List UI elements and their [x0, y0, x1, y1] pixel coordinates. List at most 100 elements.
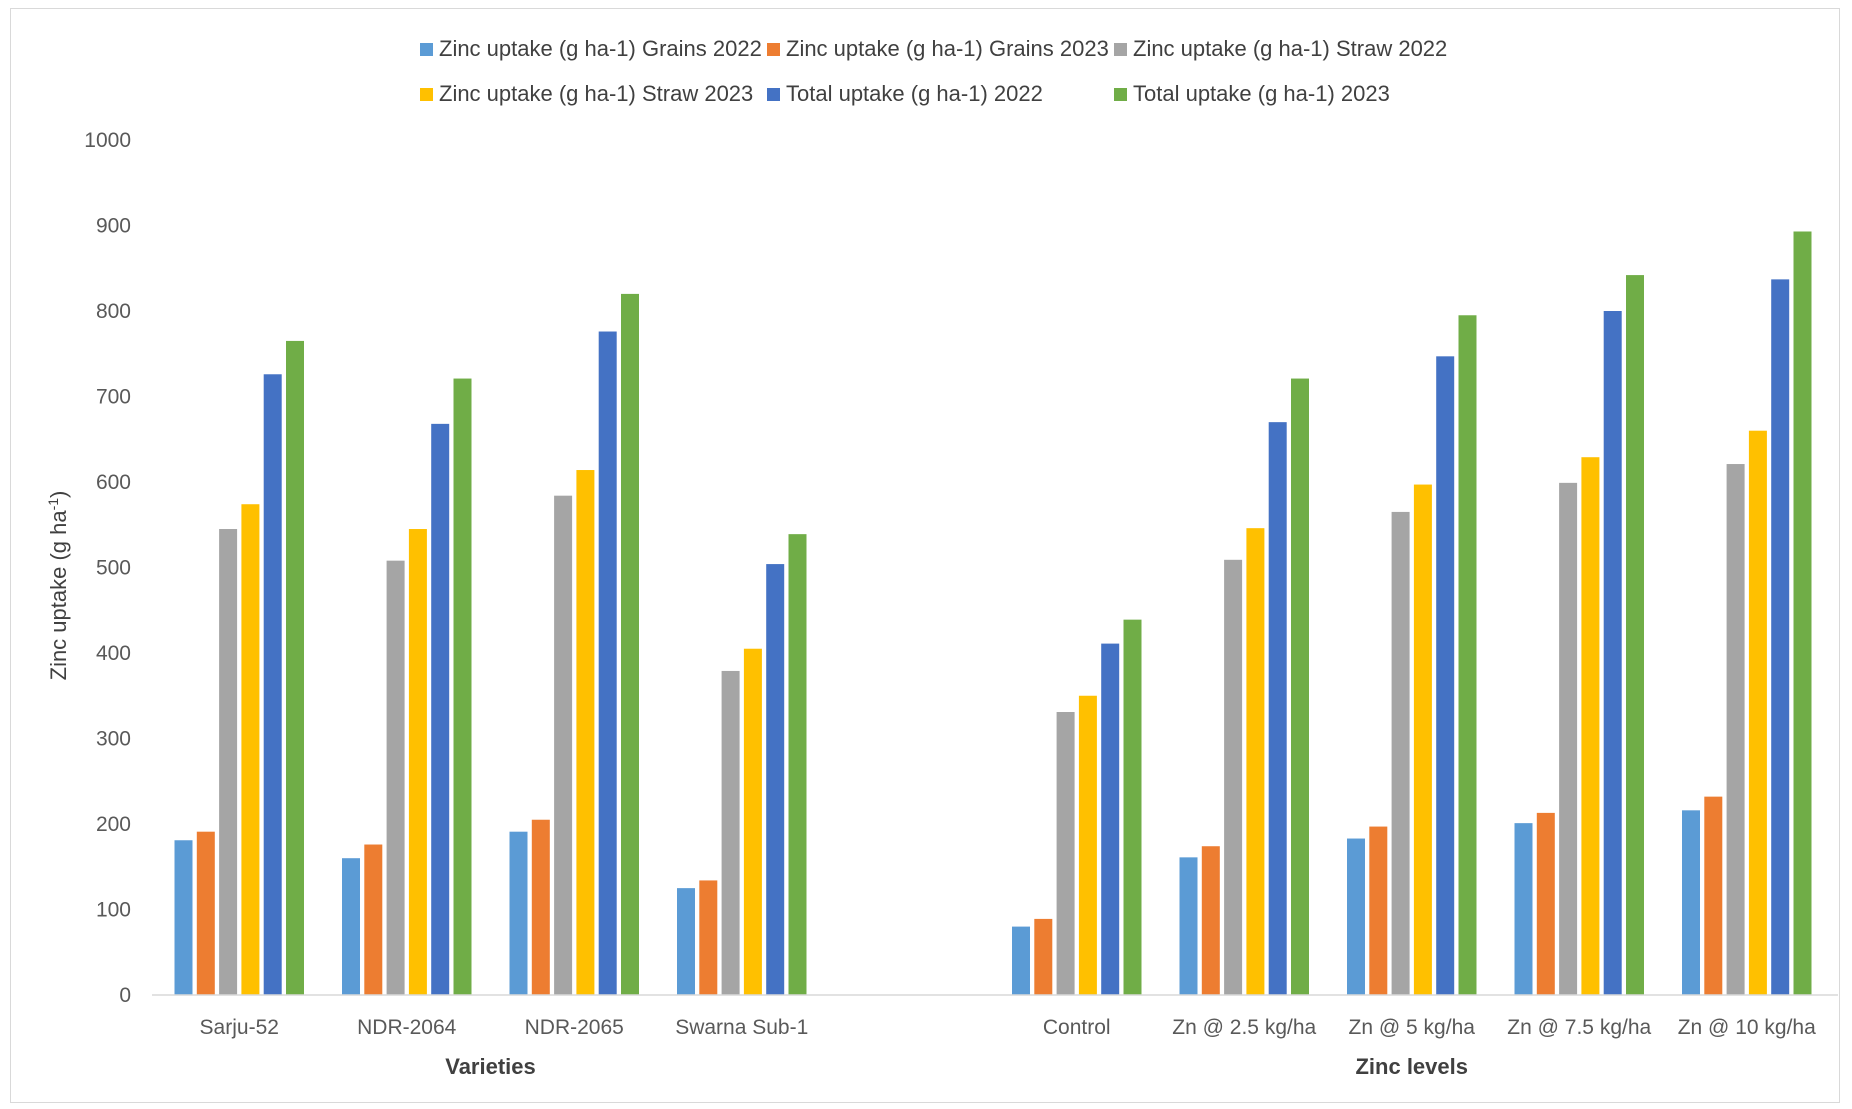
- group-labels: Varieties Zinc levels: [445, 1054, 1468, 1079]
- legend-item-straw-2022: Zinc uptake (g ha-1) Straw 2022: [1114, 36, 1447, 62]
- legend-label: Total uptake (g ha-1) 2022: [786, 81, 1043, 106]
- bar: [1413, 484, 1432, 995]
- y-tick-label: 400: [96, 642, 131, 665]
- bar: [431, 423, 450, 995]
- bar: [263, 374, 282, 995]
- y-tick-label: 100: [96, 899, 131, 922]
- legend-swatch: [767, 42, 780, 56]
- x-tick-label: Zn @ 10 kg/ha: [1678, 1016, 1816, 1039]
- bar: [196, 831, 215, 995]
- x-tick-label: Zn @ 5 kg/ha: [1349, 1016, 1476, 1039]
- bar: [1536, 812, 1555, 995]
- bar: [408, 529, 427, 995]
- x-tick-label: Sarju-52: [200, 1016, 279, 1039]
- x-tick-label: Swarna Sub-1: [675, 1016, 808, 1039]
- bar: [531, 819, 550, 995]
- bar: [1682, 810, 1700, 995]
- bar: [1436, 356, 1455, 995]
- bar: [677, 888, 695, 996]
- legend: Zinc uptake (g ha-1) Grains 2022 Zinc up…: [0, 0, 1852, 120]
- bar: [1078, 695, 1097, 995]
- legend-swatch: [1114, 87, 1127, 101]
- x-tick-label: NDR-2064: [357, 1016, 457, 1039]
- bar: [576, 470, 595, 995]
- y-tick-label: 900: [96, 215, 131, 238]
- bar: [766, 564, 785, 995]
- bar: [509, 831, 528, 995]
- bar: [1123, 619, 1142, 995]
- legend-item-total-2023: Total uptake (g ha-1) 2023: [1114, 81, 1390, 107]
- bar: [621, 293, 639, 995]
- bar: [1771, 279, 1790, 995]
- chart-frame: [10, 8, 1840, 1103]
- y-tick-label: 500: [96, 557, 131, 580]
- legend-swatch: [1114, 42, 1127, 56]
- legend-swatch: [767, 87, 780, 101]
- y-tick-label: 300: [96, 728, 131, 751]
- bar: [721, 670, 740, 995]
- y-tick-label: 700: [96, 386, 131, 409]
- bar: [1034, 918, 1053, 995]
- bar: [219, 529, 238, 995]
- bar: [1514, 823, 1533, 995]
- legend-label: Zinc uptake (g ha-1) Straw 2022: [1133, 36, 1448, 61]
- legend-label: Zinc uptake (g ha-1) Grains 2023: [786, 36, 1109, 61]
- bar: [1726, 464, 1745, 995]
- legend-swatch: [420, 42, 433, 56]
- bar: [1056, 712, 1075, 995]
- bar: [286, 340, 304, 995]
- bar: [1626, 275, 1644, 996]
- bar: [699, 880, 718, 995]
- bar: [598, 331, 617, 995]
- bar: [1458, 315, 1477, 995]
- bar: [1704, 796, 1723, 995]
- x-tick-label: NDR-2065: [525, 1016, 624, 1039]
- y-tick-label: 200: [96, 813, 131, 836]
- bar: [174, 840, 193, 995]
- bar: [554, 495, 573, 995]
- x-tick-label: Zn @ 2.5 kg/ha: [1172, 1016, 1316, 1039]
- bar: [1179, 857, 1198, 995]
- bar: [1748, 430, 1767, 995]
- bar: [1268, 422, 1287, 995]
- legend-item-straw-2023: Zinc uptake (g ha-1) Straw 2023: [420, 81, 753, 107]
- x-tick-label: Control: [1043, 1016, 1111, 1039]
- y-tick-label: 600: [96, 471, 131, 494]
- legend-swatch: [420, 87, 433, 101]
- bar: [788, 534, 807, 995]
- bar: [1201, 846, 1220, 995]
- bar: [1581, 457, 1600, 996]
- bar: [1369, 826, 1388, 995]
- y-axis-title: Zinc uptake (g ha-1): [45, 491, 71, 681]
- legend-item-grains-2022: Zinc uptake (g ha-1) Grains 2022: [420, 36, 762, 62]
- bar: [364, 844, 383, 995]
- bar: [1291, 378, 1309, 995]
- group-label: Zinc levels: [1355, 1054, 1468, 1079]
- bar: [453, 378, 472, 995]
- bar: [1603, 311, 1622, 995]
- bar: [342, 858, 360, 995]
- bar: [241, 504, 260, 995]
- legend-item-grains-2023: Zinc uptake (g ha-1) Grains 2023: [767, 36, 1109, 62]
- legend-label: Zinc uptake (g ha-1) Grains 2022: [439, 36, 762, 61]
- y-tick-label: 1000: [84, 129, 131, 152]
- legend-item-total-2022: Total uptake (g ha-1) 2022: [767, 81, 1043, 107]
- bar: [1391, 511, 1410, 995]
- bar: [1347, 838, 1365, 995]
- bar: [1246, 528, 1265, 995]
- y-tick-label: 0: [119, 984, 131, 1007]
- bar: [1101, 643, 1120, 995]
- bar: [1793, 231, 1812, 996]
- bar: [386, 560, 405, 995]
- x-axis: Sarju-52 NDR-2064 NDR-2065 Swarna Sub-1 Cont…: [200, 1016, 1817, 1039]
- legend-label: Total uptake (g ha-1) 2023: [1133, 81, 1390, 106]
- bar: [1224, 559, 1243, 995]
- x-tick-label: Zn @ 7.5 kg/ha: [1507, 1016, 1651, 1039]
- bar: [1012, 926, 1030, 995]
- legend-label: Zinc uptake (g ha-1) Straw 2023: [439, 81, 754, 106]
- y-axis: 0 100 200 300 400 500 600 700 800 900 1000: [84, 129, 131, 1007]
- bar: [743, 648, 762, 995]
- bar: [1559, 482, 1578, 995]
- bars: [174, 231, 1812, 996]
